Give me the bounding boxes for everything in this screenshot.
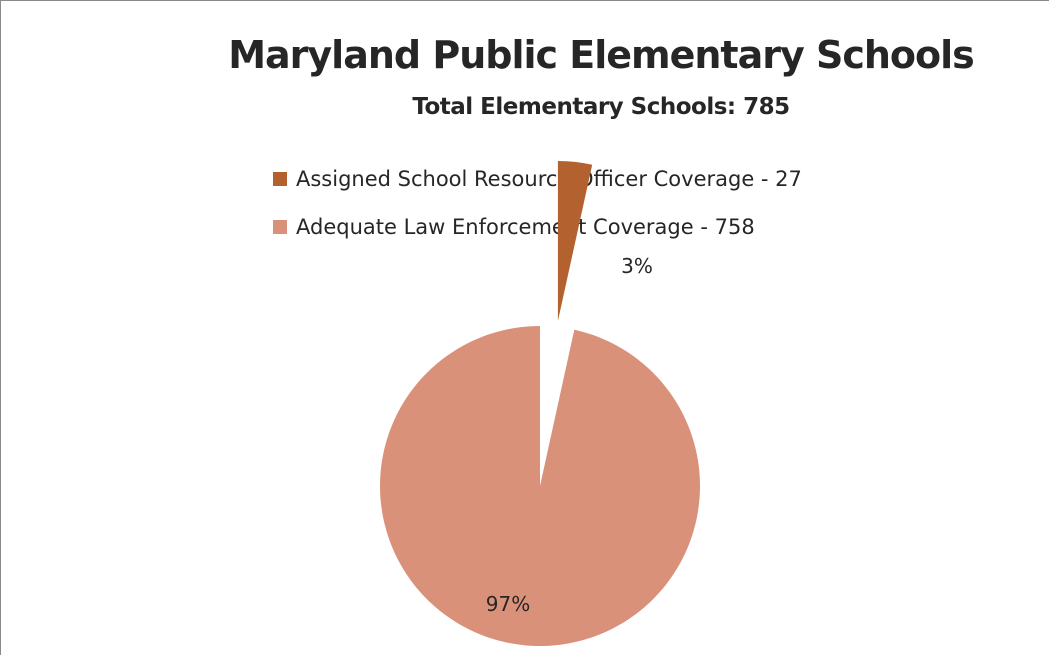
pie-slice-sro bbox=[557, 160, 593, 321]
data-label-law-enforcement: 97% bbox=[486, 592, 530, 616]
legend-item-sro: Assigned School Resource Officer Coverag… bbox=[273, 155, 802, 203]
chart-legend: Assigned School Resource Officer Coverag… bbox=[273, 155, 802, 251]
pie-slice-law-enforcement bbox=[380, 326, 701, 646]
legend-swatch-sro bbox=[273, 172, 287, 186]
chart-subtitle: Total Elementary Schools: 785 bbox=[412, 94, 790, 120]
legend-label-sro: Assigned School Resource Officer Coverag… bbox=[296, 167, 802, 191]
chart-title: Maryland Public Elementary Schools bbox=[228, 33, 975, 77]
data-label-sro: 3% bbox=[621, 254, 653, 278]
legend-label-law-enforcement: Adequate Law Enforcement Coverage - 758 bbox=[296, 215, 755, 239]
legend-item-law-enforcement: Adequate Law Enforcement Coverage - 758 bbox=[273, 203, 802, 251]
legend-swatch-law-enforcement bbox=[273, 220, 287, 234]
